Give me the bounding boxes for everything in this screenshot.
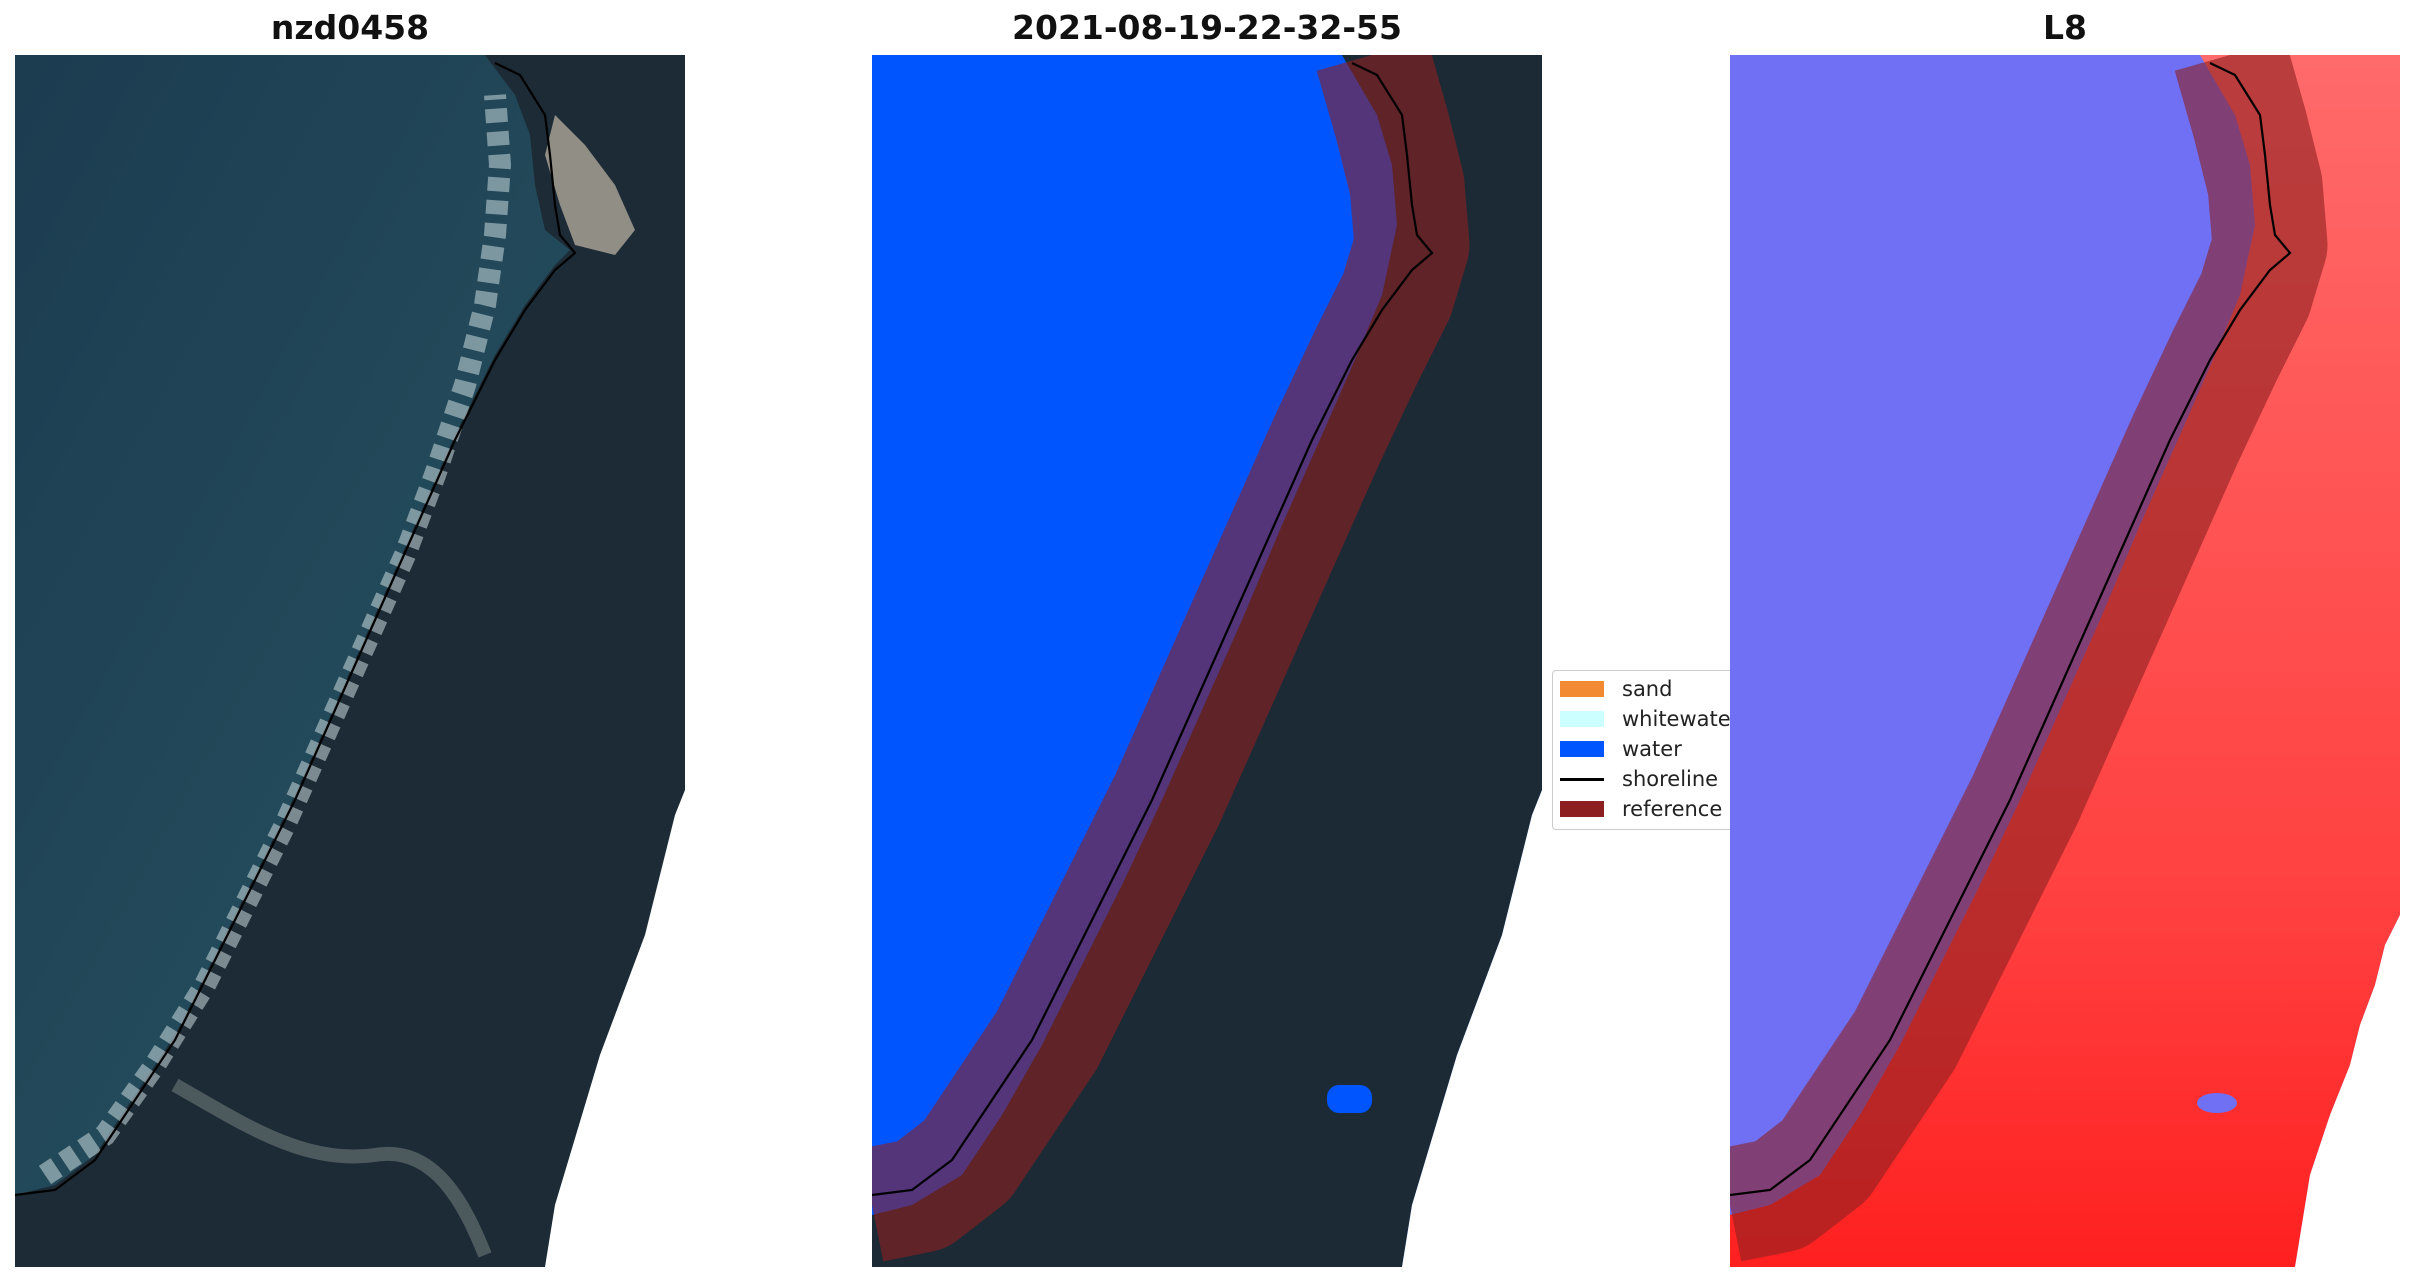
white-margin [545,790,685,1267]
legend-item-sand: sand [1553,674,1672,704]
whitewater-swatch [1560,711,1604,727]
rgb-image [15,55,685,1267]
legend-label: water [1622,737,1682,761]
panel-title-index: L8 [2043,8,2087,47]
reference-shoreline-buffer [872,55,1470,1262]
shoreline [1730,62,2292,1197]
white-margin [1402,790,1542,1267]
index-image [1730,55,2400,1267]
legend-item-whitewater: whitewater [1553,704,1739,734]
rgb-image-panel [15,55,685,1267]
sand-swatch [1560,681,1604,697]
inland-water-patch [2197,1093,2237,1113]
river-delta [171,1078,492,1258]
sand-spit [545,115,635,255]
reference-buffer-swatch [1560,801,1604,817]
reference-shoreline-buffer [1730,55,2328,1262]
legend-item-reference-buffer: reference shoreline buffer [1553,794,1741,824]
index-image-panel [1730,55,2400,1267]
panel-title-rgb: nzd0458 [270,8,430,47]
legend-label: sand [1622,677,1673,701]
legend-label: whitewater [1622,707,1740,731]
legend: sand whitewater water shoreline referenc… [1552,670,1742,830]
legend-label: reference shoreline buffer [1622,797,1741,821]
water-swatch [1560,741,1604,757]
shoreline [15,62,577,1197]
panel-title-classified: 2021-08-19-22-32-55 [1012,8,1402,47]
shoreline [872,62,1434,1197]
classified-image-panel [872,55,1542,1267]
inland-water-patch [1327,1085,1372,1113]
legend-item-water: water [1553,734,1682,764]
land-area [15,55,685,1267]
white-margin [2295,915,2400,1267]
classified-image [872,55,1542,1267]
legend-label: shoreline [1622,767,1719,791]
legend-item-shoreline: shoreline [1553,764,1718,794]
shoreline-swatch [1560,777,1604,781]
